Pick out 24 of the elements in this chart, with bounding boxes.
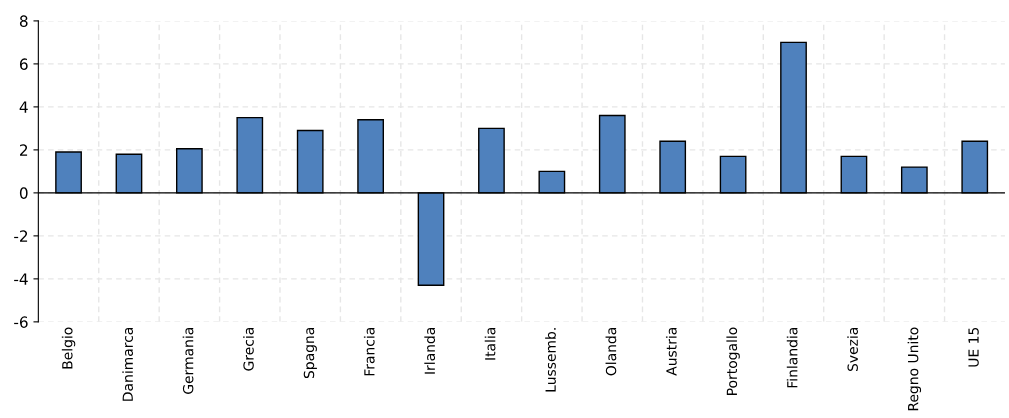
x-tick-label: Francia <box>363 327 375 376</box>
x-tick-label: Finlandia <box>786 327 798 388</box>
x-tick-label: Spagna <box>303 327 317 379</box>
x-tick-label: Olanda <box>605 327 617 376</box>
x-tick-label: UE 15 <box>968 327 979 367</box>
y-tick-label: -2 <box>14 230 28 242</box>
x-tick-label: Regno Unito <box>907 327 922 411</box>
y-tick-label: 4 <box>19 101 28 113</box>
x-tick-label: Portogallo <box>726 327 740 395</box>
x-tick-label: Italia <box>484 327 496 360</box>
y-tick-label: -6 <box>14 316 28 328</box>
x-tick-label: Grecia <box>243 327 254 371</box>
x-tick-label: Belgio <box>61 327 76 369</box>
y-tick-label: 8 <box>19 15 28 27</box>
x-tick-label: Svezia <box>847 327 858 372</box>
x-tick-label: Lussemb. <box>545 328 556 392</box>
y-tick-label: 6 <box>19 58 28 70</box>
x-tick-label: Danimarca <box>122 327 133 401</box>
x-tick-label: Germania <box>182 327 194 394</box>
y-tick-label: 2 <box>20 144 28 156</box>
x-tick-label: Irlanda <box>424 327 436 374</box>
x-tick-label: Austria <box>665 327 677 376</box>
y-tick-label: 0 <box>19 187 28 199</box>
y-tick-label: -4 <box>14 273 28 285</box>
